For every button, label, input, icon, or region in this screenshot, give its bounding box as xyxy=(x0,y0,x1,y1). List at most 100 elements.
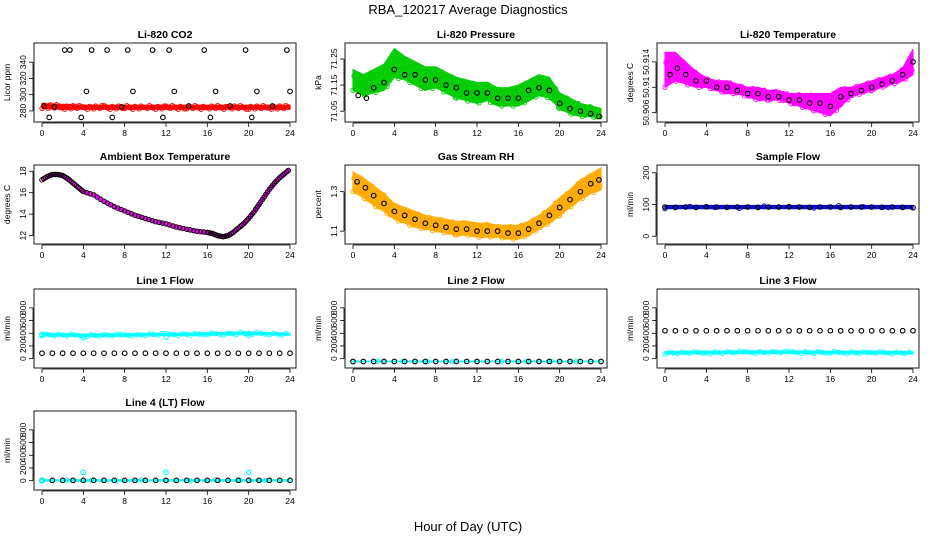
data-point xyxy=(245,332,252,339)
x-axis: 0 4 8 12 16 20 24 xyxy=(351,368,606,384)
x-tick-label: 24 xyxy=(908,128,918,138)
data-point xyxy=(428,79,435,85)
data-point xyxy=(245,469,252,476)
data-point xyxy=(734,327,741,334)
data-point xyxy=(152,218,159,225)
data-point xyxy=(824,103,830,110)
data-point xyxy=(896,73,903,79)
data-point xyxy=(667,65,673,71)
data-point xyxy=(786,203,792,210)
data-point xyxy=(548,217,555,223)
data-point xyxy=(585,188,592,194)
y-tick-label: 12 xyxy=(18,231,28,241)
x-tick-label: 12 xyxy=(161,374,171,384)
data-point xyxy=(499,235,505,241)
data-point xyxy=(375,197,381,203)
panel-title: Line 3 Flow xyxy=(759,275,817,287)
y-tick-label: 0 xyxy=(18,478,28,483)
data-point xyxy=(530,77,536,83)
data-point xyxy=(848,90,854,97)
data-point xyxy=(838,101,844,108)
y-tick-label: 200 xyxy=(641,339,651,353)
data-point xyxy=(373,89,379,96)
data-point xyxy=(405,212,411,218)
data-point xyxy=(469,82,475,89)
data-point xyxy=(405,64,411,71)
y-axis-label: kPa xyxy=(313,75,323,90)
data-point xyxy=(458,86,465,92)
data-point xyxy=(425,224,432,230)
x-tick-label: 0 xyxy=(40,496,45,506)
data-point xyxy=(479,97,485,103)
data-point xyxy=(817,100,823,106)
data-point xyxy=(546,212,553,219)
data-point xyxy=(240,221,247,227)
data-point xyxy=(412,71,418,78)
series-cyan xyxy=(39,469,252,484)
data-point xyxy=(708,79,715,85)
data-point xyxy=(693,327,699,334)
data-point xyxy=(876,76,882,83)
x-tick-label: 4 xyxy=(704,250,709,260)
data-point xyxy=(181,106,188,112)
data-point xyxy=(374,72,380,78)
data-point xyxy=(355,92,362,99)
data-point xyxy=(39,331,45,338)
data-point xyxy=(761,87,767,93)
y-tick-label: 800 xyxy=(18,423,28,437)
data-point xyxy=(362,184,369,191)
data-point xyxy=(515,95,522,101)
x-tick-label: 20 xyxy=(244,128,254,138)
x-axis: 0 4 8 12 16 20 24 xyxy=(663,244,918,260)
data-point xyxy=(276,477,283,484)
data-point xyxy=(370,84,377,91)
data-point xyxy=(897,76,904,82)
data-point xyxy=(817,204,823,210)
data-band xyxy=(41,331,291,338)
figure-xlabel: Hour of Day (UTC) xyxy=(414,519,522,534)
data-point xyxy=(256,477,262,484)
data-point xyxy=(685,82,691,88)
y-tick-label: 1.3 xyxy=(329,186,339,198)
data-point xyxy=(755,90,761,97)
data-point xyxy=(592,107,598,113)
data-point xyxy=(357,72,363,78)
data-point xyxy=(825,110,831,116)
data-point xyxy=(837,93,844,100)
data-point xyxy=(449,74,455,80)
x-tick-label: 8 xyxy=(122,250,127,260)
panel-title: Line 4 (LT) Flow xyxy=(125,397,205,409)
figure-title: RBA_120217 Average Diagnostics xyxy=(368,2,568,17)
data-point xyxy=(163,469,169,476)
data-point xyxy=(407,222,413,228)
panels: Li-820 CO2 Licor ppm 0 4 8 12 16 20 24 280 300 320 3… xyxy=(2,29,920,506)
data-point xyxy=(817,327,823,334)
data-point xyxy=(488,87,495,93)
data-point xyxy=(568,111,574,117)
data-point xyxy=(548,358,555,365)
data-point xyxy=(906,349,912,355)
y-tick-label: 280 xyxy=(18,104,28,118)
data-point xyxy=(571,110,577,117)
data-point xyxy=(350,189,356,195)
panel-line-4-lt-flow: Line 4 (LT) Flow ml/min 0 4 8 12 16 20 24 0 200400… xyxy=(2,397,297,506)
data-point xyxy=(910,59,916,65)
data-point xyxy=(719,89,725,95)
data-point xyxy=(465,232,471,238)
data-point xyxy=(383,205,389,211)
data-point xyxy=(381,358,387,365)
x-tick-label: 20 xyxy=(867,128,877,138)
data-point xyxy=(909,67,915,74)
x-tick-label: 12 xyxy=(161,128,171,138)
data-point xyxy=(237,477,244,483)
data-point xyxy=(879,81,885,87)
x-tick-label: 20 xyxy=(555,250,565,260)
plot-frame xyxy=(33,164,297,245)
y-tick-label: 50.91 xyxy=(641,76,651,98)
data-point xyxy=(666,56,672,62)
y-tick-label: 0 xyxy=(641,234,651,239)
data-point xyxy=(401,358,408,365)
data-point xyxy=(41,103,47,109)
